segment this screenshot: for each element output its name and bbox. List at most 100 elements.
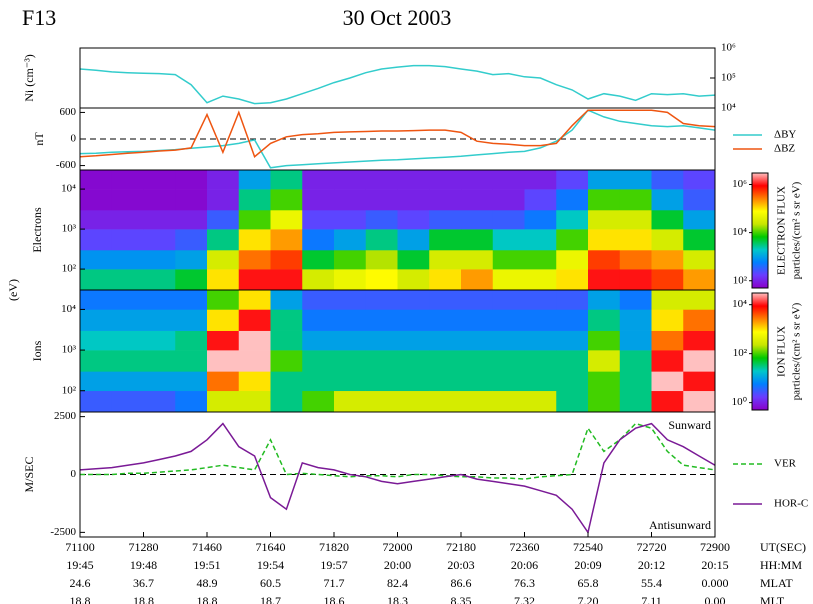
flux-cell [683, 170, 715, 189]
x-row-label: 20:12 [638, 558, 665, 572]
flux-cell [302, 391, 334, 413]
flux-cell [683, 290, 715, 310]
flux-cell [525, 229, 557, 250]
flux-cell [302, 309, 334, 331]
flux-cell [461, 229, 493, 250]
chart: F13 30 Oct 2003 10⁴10⁵10⁶Ni (cm⁻³)-60006… [0, 0, 813, 604]
y-axis-label: M/SEC [22, 456, 36, 492]
flux-cell [525, 331, 557, 351]
y-tick-label: 10³ [62, 344, 77, 356]
flux-cell [493, 250, 525, 269]
x-tick-label: 71820 [319, 540, 349, 554]
y-tick-label: 10² [62, 384, 77, 396]
x-row-label: 18.8 [133, 594, 154, 604]
flux-cell [207, 290, 239, 310]
flux-cell [652, 309, 684, 331]
flux-cell [112, 391, 144, 413]
flux-cell [239, 170, 271, 189]
flux-cell [271, 210, 303, 229]
x-tick-label: 72900 [700, 540, 730, 554]
flux-cell [366, 350, 398, 372]
x-row-label: 48.9 [197, 576, 218, 590]
legend-label: VER [774, 458, 797, 470]
flux-cell [556, 331, 588, 351]
panel-frame [80, 48, 715, 108]
flux-cell [112, 350, 144, 372]
flux-cell [398, 269, 430, 290]
flux-cell [525, 189, 557, 210]
flux-cell [556, 210, 588, 229]
x-row-label: 20:09 [574, 558, 601, 572]
flux-cell [144, 331, 176, 351]
flux-cell [80, 170, 112, 189]
flux-cell [429, 371, 461, 391]
flux-cell [493, 350, 525, 372]
y-tick-label: 2500 [54, 410, 77, 422]
flux-cell [620, 391, 652, 413]
flux-cell [588, 269, 620, 290]
flux-cell [620, 269, 652, 290]
flux-cell [429, 170, 461, 189]
colorbar-units: particles/(cm² s sr eV) [791, 302, 803, 400]
flux-cell [112, 170, 144, 189]
flux-cell [80, 391, 112, 413]
flux-cell [112, 309, 144, 331]
flux-cell [366, 290, 398, 310]
flux-cell [271, 371, 303, 391]
flux-cell [334, 250, 366, 269]
flux-cell [175, 229, 207, 250]
colorbar-label: ELECTRON FLUX [776, 186, 788, 275]
series-line [80, 424, 715, 533]
x-tick-label: 71280 [129, 540, 159, 554]
x-tick-label: 72540 [573, 540, 603, 554]
flux-cell [112, 210, 144, 229]
flux-cell [493, 371, 525, 391]
flux-cell [271, 350, 303, 372]
flux-cell [461, 269, 493, 290]
x-row-label: 18.8 [197, 594, 218, 604]
flux-cell [271, 290, 303, 310]
flux-cell [366, 229, 398, 250]
colorbar-tick-label: 10⁴ [732, 226, 747, 238]
x-row-label: 19:57 [320, 558, 347, 572]
x-row-label: 18.3 [387, 594, 408, 604]
flux-cell [175, 391, 207, 413]
flux-cell [652, 391, 684, 413]
flux-cell [525, 391, 557, 413]
flux-cell [366, 371, 398, 391]
flux-cell [652, 250, 684, 269]
flux-cell [175, 371, 207, 391]
flux-cell [652, 371, 684, 391]
flux-cell [398, 290, 430, 310]
flux-cell [302, 170, 334, 189]
y-tick-label: 10⁵ [721, 72, 736, 84]
flux-cell [366, 309, 398, 331]
x-row-label: 8.35 [451, 594, 472, 604]
flux-cell [461, 210, 493, 229]
flux-cell [302, 269, 334, 290]
flux-cell [493, 210, 525, 229]
flux-cell [683, 371, 715, 391]
flux-cell [175, 170, 207, 189]
flux-cell [207, 229, 239, 250]
y-tick-label: -600 [56, 159, 77, 171]
y-axis-units: (eV) [6, 279, 20, 301]
flux-cell [461, 309, 493, 331]
flux-cell [144, 250, 176, 269]
flux-cell [239, 250, 271, 269]
flux-cell [620, 309, 652, 331]
x-row-label: 18.8 [70, 594, 91, 604]
flux-cell [144, 210, 176, 229]
flux-cell [366, 189, 398, 210]
page: F13 30 Oct 2003 10⁴10⁵10⁶Ni (cm⁻³)-60006… [0, 0, 813, 604]
flux-cell [556, 371, 588, 391]
x-row-label: 60.5 [260, 576, 281, 590]
flux-cell [366, 269, 398, 290]
flux-cell [493, 309, 525, 331]
annotation: Antisunward [649, 518, 711, 532]
flux-cell [271, 170, 303, 189]
x-row-label: 36.7 [133, 576, 154, 590]
flux-cell [652, 189, 684, 210]
flux-cell [556, 170, 588, 189]
flux-cell [588, 290, 620, 310]
